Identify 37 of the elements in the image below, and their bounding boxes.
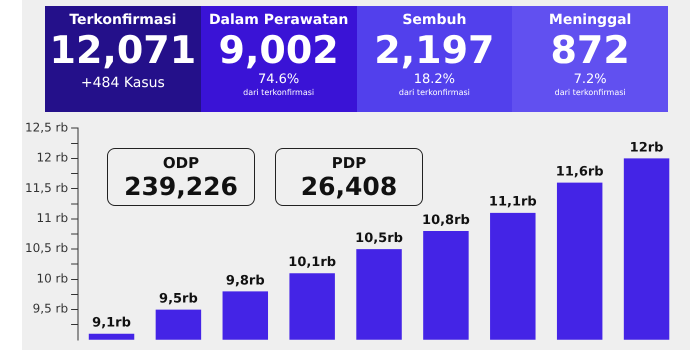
text: 7.2% (572, 72, 608, 88)
y-tick-label: 11,5 rb (24, 180, 68, 195)
text: 74.6% (256, 72, 300, 88)
data-label: 10,1rb (288, 255, 336, 270)
text: 2,197 (374, 28, 494, 72)
data-label: 11,1rb (488, 194, 537, 210)
data-label: 10,8rb (422, 212, 470, 228)
category-label: Terkonfirmasi (68, 12, 178, 28)
rounded-box: PDP 26,408 (275, 148, 423, 206)
text: +484 Kasus (80, 74, 166, 93)
data-label: 9,1rb (92, 316, 131, 331)
text: 18.2% (412, 72, 456, 88)
y-tick-label: 10,5 rb (24, 241, 68, 256)
text: dari terkonfirmasi (242, 88, 316, 98)
annotation: PDP (330, 153, 368, 173)
annotation: 239,226 (123, 172, 239, 201)
annotation: ODP (162, 153, 200, 173)
y-tick-label: 12,5 rb (24, 120, 68, 134)
category-label: Meninggal (548, 12, 632, 28)
data-label: 11,6rb (556, 164, 604, 180)
annotation: 26,408 (300, 172, 398, 201)
category-label: Dalam Perawatan (208, 12, 350, 28)
data-label: 10,5rb (355, 230, 403, 246)
y-tick-label: 11 rb (36, 211, 68, 226)
y-tick-label: 9,5 rb (32, 302, 68, 316)
text: dari terkonfirmasi (398, 88, 471, 98)
data-label: 12rb (630, 140, 664, 156)
y-tick-label: 10 rb (36, 271, 68, 286)
category-label: Sembuh (401, 12, 468, 28)
rounded-box: ODP 239,226 (107, 148, 255, 206)
text: 872 (550, 28, 630, 72)
text: dari terkonfirmasi (554, 88, 627, 98)
y-tick-label: 12 rb (36, 150, 68, 165)
text: 9,002 (218, 28, 339, 72)
data-label: 9,8rb (226, 273, 265, 288)
text: 12,071 (50, 28, 196, 72)
data-label: 9,5rb (159, 291, 198, 306)
